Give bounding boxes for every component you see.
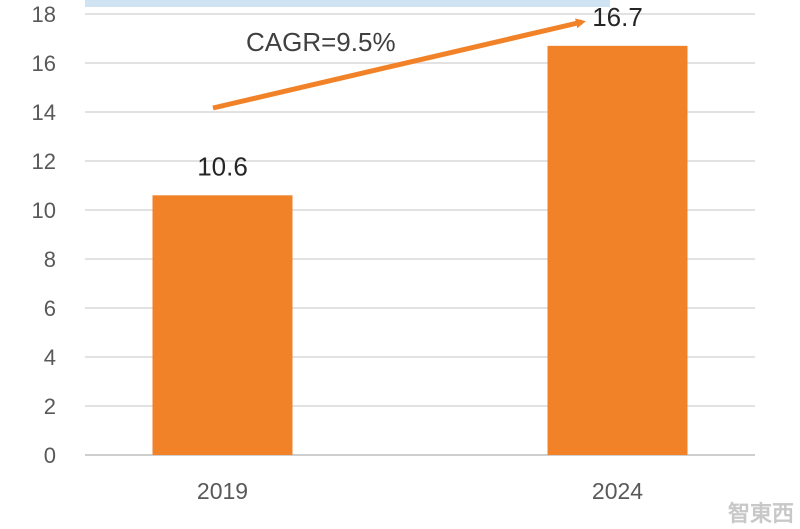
y-tick-label: 18 [32, 2, 56, 27]
x-tick-label: 2019 [197, 478, 248, 504]
bar [547, 45, 688, 455]
y-tick-label: 14 [32, 100, 56, 125]
y-tick-label: 12 [32, 149, 56, 174]
data-labels: 10.6 16.7 [197, 2, 643, 181]
cropped-header-strip [85, 0, 610, 7]
x-tick-label: 2024 [592, 478, 643, 504]
data-label: 16.7 [592, 2, 643, 32]
data-label: 10.6 [197, 151, 248, 181]
y-tick-label: 16 [32, 51, 56, 76]
x-axis: 2019 2024 [197, 478, 643, 504]
y-tick-label: 10 [32, 198, 56, 223]
y-tick-label: 4 [44, 345, 56, 370]
y-tick-label: 8 [44, 247, 56, 272]
cagr-arrow [212, 18, 586, 111]
cagr-annotation: CAGR=9.5% [246, 27, 396, 57]
y-tick-label: 2 [44, 394, 56, 419]
watermark-logo: 智東西 [728, 501, 794, 526]
bars [152, 45, 688, 456]
y-axis: 0 2 4 6 8 10 12 14 16 18 [32, 2, 56, 468]
y-tick-label: 6 [44, 296, 56, 321]
bar [152, 195, 293, 456]
y-tick-label: 0 [44, 443, 56, 468]
